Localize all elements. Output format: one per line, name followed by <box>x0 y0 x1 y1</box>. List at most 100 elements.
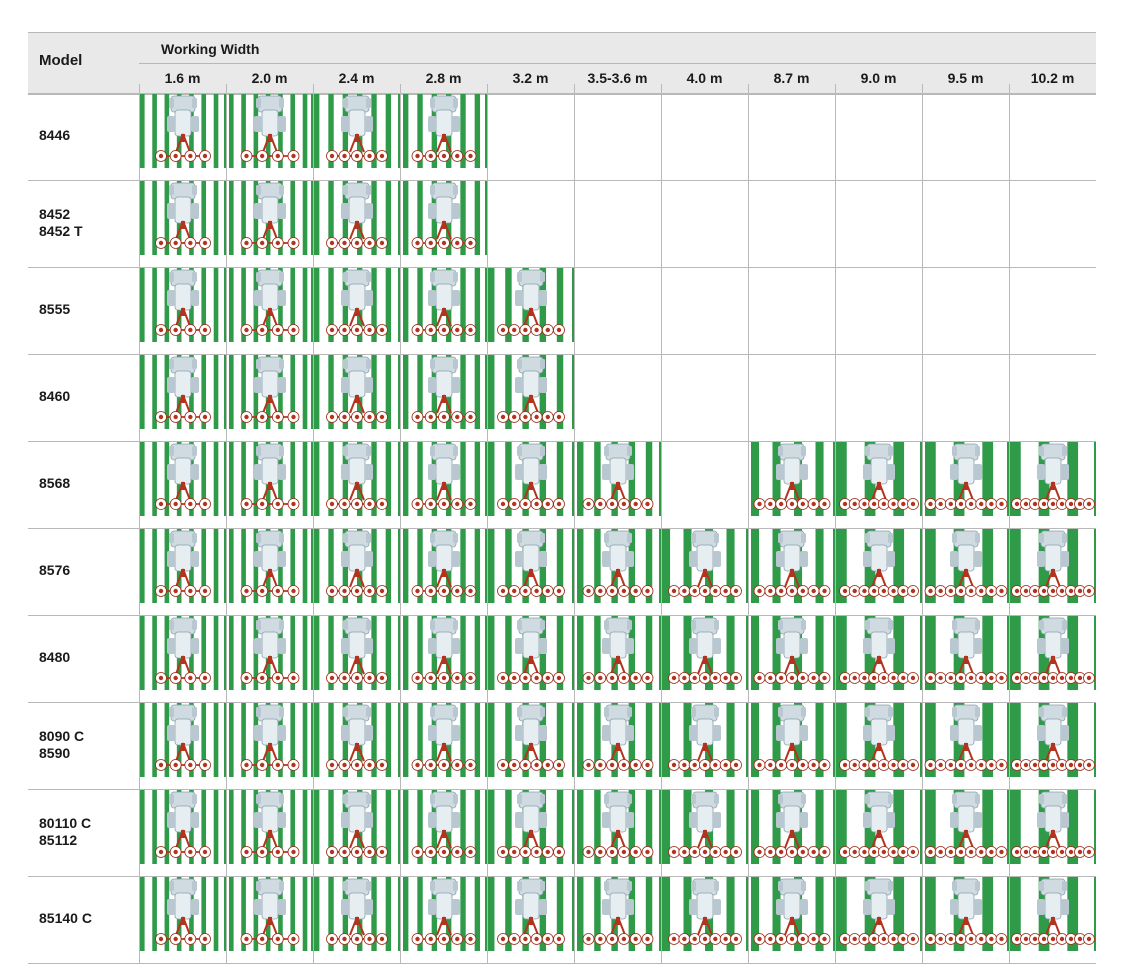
configuration-cell <box>575 442 661 528</box>
row-divider <box>28 267 1096 268</box>
configuration-cell <box>488 703 574 789</box>
tractor-icon <box>689 704 721 746</box>
tractor-with-rotor-rake-icon <box>836 616 922 690</box>
tractor-icon <box>776 878 808 920</box>
crop-row-stripe <box>726 529 735 603</box>
configuration-cell <box>140 442 226 528</box>
crop-row-stripe <box>290 94 296 168</box>
tractor-with-rotor-rake-icon <box>229 616 313 690</box>
model-name-line: 8452 <box>39 205 71 222</box>
crop-row-stripe <box>1067 442 1079 516</box>
crop-row-stripe <box>746 790 748 864</box>
tractor-with-rotor-rake-icon <box>577 616 661 690</box>
rotor-rake-icon <box>411 742 477 771</box>
tractor-with-rotor-rake-icon <box>403 877 487 951</box>
crop-row-stripe <box>311 181 313 255</box>
configuration-cell <box>140 355 226 441</box>
crop-row-stripe <box>556 529 564 603</box>
rotor-rake-icon <box>240 481 300 510</box>
crop-row-stripe <box>328 790 334 864</box>
crop-row-stripe <box>152 790 157 864</box>
crop-row-stripe <box>836 703 847 777</box>
tractor-icon <box>254 95 286 137</box>
crop-row-stripe <box>982 529 994 603</box>
configuration-cell <box>314 616 400 702</box>
width-column-header: 1.6 m <box>164 70 201 86</box>
configuration-cell <box>140 790 226 876</box>
configuration-cell <box>1010 877 1096 963</box>
crop-row-stripe <box>213 268 219 342</box>
crop-row-stripe <box>659 442 661 516</box>
tractor-with-rotor-rake-icon <box>403 355 487 429</box>
rotor-rake-icon <box>240 133 300 162</box>
tractor-icon <box>341 878 373 920</box>
crop-row-stripe <box>385 703 392 777</box>
rotor-rake-icon <box>924 655 1008 684</box>
crop-row-stripe <box>140 703 145 777</box>
crop-row-stripe <box>201 355 207 429</box>
column-divider <box>139 84 140 964</box>
configuration-cell <box>314 877 400 963</box>
model-name-line: 85140 C <box>39 910 92 926</box>
crop-row-stripe <box>1010 790 1021 864</box>
model-name-line: 8480 <box>39 649 71 665</box>
crop-row-stripe <box>371 703 377 777</box>
tractor-with-rotor-rake-icon <box>488 616 574 690</box>
rotor-rake-icon <box>1011 481 1095 510</box>
crop-row-stripe <box>746 703 748 777</box>
crop-row-stripe <box>328 181 334 255</box>
rotor-rake-icon <box>155 916 211 945</box>
crop-row-stripe <box>398 790 400 864</box>
crop-row-stripe <box>505 355 512 429</box>
crop-row-stripe <box>488 355 495 429</box>
tractor-with-rotor-rake-icon <box>751 616 835 690</box>
crop-row-stripe <box>314 790 320 864</box>
configuration-cell <box>227 703 313 789</box>
configuration-cell <box>140 529 226 615</box>
crop-row-stripe <box>302 181 308 255</box>
tractor-icon <box>341 617 373 659</box>
crop-row-stripe <box>229 529 234 603</box>
tractor-icon <box>776 530 808 572</box>
crop-row-stripe <box>417 94 423 168</box>
crop-row-stripe <box>241 268 246 342</box>
crop-row-stripe <box>314 703 320 777</box>
crop-row-stripe <box>229 616 234 690</box>
rotor-rake-icon <box>155 829 211 858</box>
rotor-rake-icon <box>582 481 654 510</box>
crop-row-stripe <box>311 94 313 168</box>
tractor-with-rotor-rake-icon <box>577 442 661 516</box>
configuration-cell <box>1010 529 1096 615</box>
tractor-icon <box>863 617 895 659</box>
configuration-cell <box>488 529 574 615</box>
crop-row-stripe <box>683 616 692 690</box>
tractor-icon <box>341 791 373 833</box>
crop-row-stripe <box>572 529 574 603</box>
crop-row-stripe <box>164 877 170 951</box>
crop-row-stripe <box>224 442 226 516</box>
crop-row-stripe <box>920 616 922 690</box>
tractor-with-rotor-rake-icon <box>577 703 661 777</box>
row-divider <box>28 615 1096 616</box>
crop-row-stripe <box>229 442 234 516</box>
crop-row-stripe <box>213 529 219 603</box>
table-top-rule <box>28 32 1096 33</box>
crop-row-stripe <box>982 442 994 516</box>
tractor-with-rotor-rake-icon <box>924 529 1009 603</box>
crop-row-stripe <box>577 877 584 951</box>
column-divider <box>748 84 749 964</box>
crop-row-stripe <box>474 268 481 342</box>
crop-row-stripe <box>746 877 748 951</box>
crop-row-stripe <box>893 529 905 603</box>
model-name-line: 8590 <box>39 744 71 761</box>
configuration-cell <box>923 529 1009 615</box>
crop-row-stripe <box>833 616 835 690</box>
rotor-rake-icon <box>668 916 742 945</box>
tractor-icon <box>167 356 199 398</box>
rotor-rake-icon <box>326 481 388 510</box>
crop-row-stripe <box>474 442 481 516</box>
tractor-with-rotor-rake-icon <box>488 355 574 429</box>
crop-row-stripe <box>213 442 219 516</box>
configuration-cell <box>1010 790 1096 876</box>
crop-row-stripe <box>474 877 481 951</box>
